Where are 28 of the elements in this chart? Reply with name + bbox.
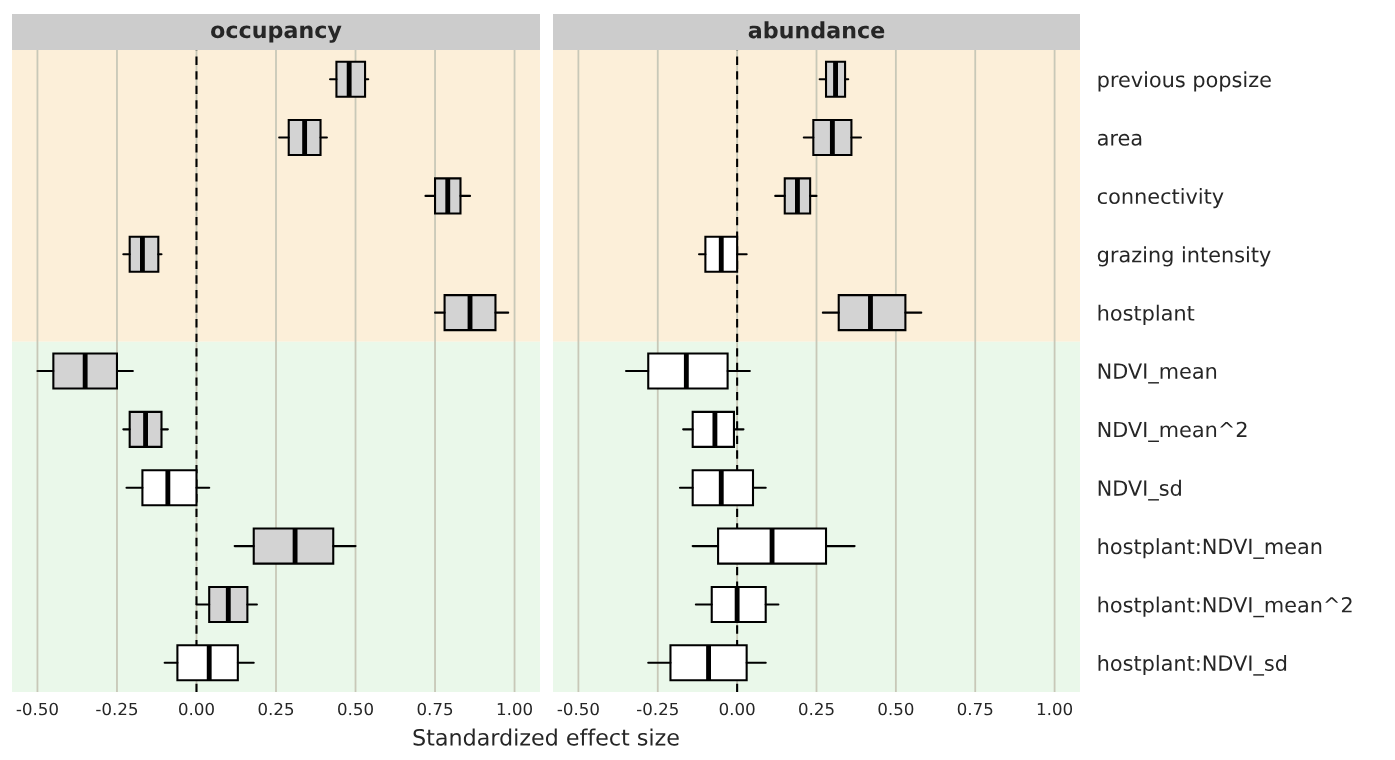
x-tick-label: 0.50 xyxy=(338,702,373,716)
x-tick-label: 0.75 xyxy=(957,702,993,716)
x-tick-label: -0.25 xyxy=(96,702,138,716)
y-tick-label: hostplant:NDVI_mean xyxy=(1098,538,1322,559)
y-tick-label: hostplant:NDVI_mean^2 xyxy=(1098,596,1352,618)
y-tick-label: connectivity xyxy=(1097,187,1224,209)
x-tick-label: 0.00 xyxy=(179,702,214,716)
y-tick-label: hostplant:NDVI_sd xyxy=(1098,654,1287,676)
y-tick-label: area xyxy=(1097,133,1142,146)
chart-title: occupancy xyxy=(211,25,342,43)
y-tick-label: grazing intensity xyxy=(1097,246,1271,267)
x-tick-label: 0.50 xyxy=(878,702,914,716)
y-tick-label: previous popsize xyxy=(1098,71,1271,92)
x-axis-title: Standardized effect size xyxy=(413,728,679,746)
x-tick-label: 0.75 xyxy=(417,702,453,716)
x-tick-label: -0.50 xyxy=(16,702,58,716)
x-tick-label: 0.25 xyxy=(258,702,294,716)
x-tick-label: 0.25 xyxy=(799,702,834,716)
x-tick-label: -0.25 xyxy=(637,702,678,716)
y-tick-label: NDVI_sd xyxy=(1098,479,1181,501)
x-tick-label: 1.00 xyxy=(497,702,532,716)
x-tick-label: -0.50 xyxy=(557,702,599,716)
y-tick-label: NDVI_mean^2 xyxy=(1098,421,1247,443)
x-tick-label: 1.00 xyxy=(1037,702,1073,716)
x-tick-label: 0.00 xyxy=(719,702,755,716)
y-tick-label: hostplant xyxy=(1098,304,1195,325)
chart-title: abundance xyxy=(748,21,885,39)
y-tick-label: NDVI_mean xyxy=(1098,363,1217,384)
